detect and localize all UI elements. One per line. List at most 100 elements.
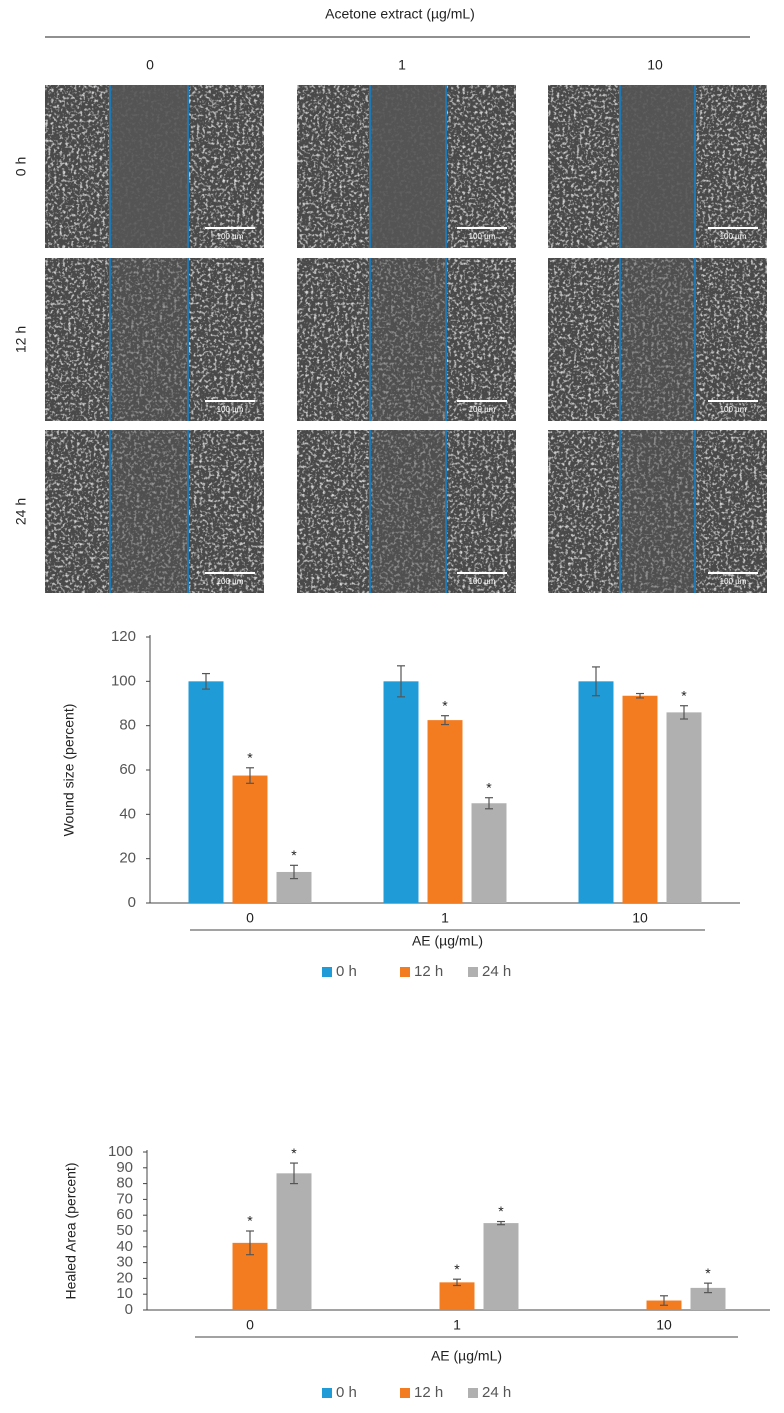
error-bar bbox=[246, 767, 254, 784]
x-tick-label: 0 bbox=[246, 1317, 254, 1333]
significance-mark: * bbox=[291, 1145, 297, 1161]
scale-bar-label: 100 µm bbox=[217, 405, 244, 414]
y-tick-label: 80 bbox=[116, 1175, 133, 1192]
micrograph: 100 µm bbox=[548, 258, 767, 421]
error-bar bbox=[290, 1162, 298, 1185]
scale-bar-label: 100 µm bbox=[217, 232, 244, 241]
y-tick-label: 70 bbox=[116, 1190, 133, 1207]
significance-mark: * bbox=[442, 697, 448, 713]
scale-bar-label: 100 µm bbox=[720, 405, 747, 414]
y-axis-label: Wound size (percent) bbox=[61, 704, 77, 837]
legend-label: 0 h bbox=[336, 963, 357, 980]
error-bar bbox=[441, 715, 449, 726]
legend-label: 24 h bbox=[482, 963, 511, 980]
wound-gap bbox=[371, 430, 445, 593]
legend-swatch bbox=[322, 1388, 332, 1398]
error-bar bbox=[397, 665, 405, 698]
error-bar bbox=[680, 705, 688, 720]
legend-label: 12 h bbox=[414, 1384, 443, 1401]
error-bar bbox=[290, 864, 298, 880]
bar bbox=[188, 681, 224, 903]
x-tick-label: 10 bbox=[632, 910, 648, 926]
bar bbox=[276, 1173, 312, 1310]
column-label: 0 bbox=[146, 57, 154, 73]
wound-gap bbox=[371, 258, 445, 421]
y-tick-label: 60 bbox=[116, 1206, 133, 1223]
scale-bar-label: 100 µm bbox=[469, 405, 496, 414]
micrograph: 100 µm bbox=[45, 258, 264, 421]
micrograph: 100 µm bbox=[297, 85, 516, 248]
significance-mark: * bbox=[705, 1265, 711, 1281]
y-tick-label: 60 bbox=[119, 761, 136, 778]
bar bbox=[622, 695, 658, 903]
row-label: 24 h bbox=[13, 498, 29, 525]
y-tick-label: 20 bbox=[119, 850, 136, 867]
micrograph-title: Acetone extract (µg/mL) bbox=[325, 6, 475, 22]
y-tick-label: 120 bbox=[111, 628, 136, 645]
error-bar bbox=[453, 1278, 461, 1287]
y-tick-label: 40 bbox=[116, 1238, 133, 1255]
wound-gap bbox=[371, 85, 445, 248]
x-tick-label: 1 bbox=[441, 910, 449, 926]
y-tick-label: 0 bbox=[128, 894, 136, 911]
y-tick-label: 100 bbox=[111, 672, 136, 689]
scale-bar-label: 100 µm bbox=[469, 232, 496, 241]
significance-mark: * bbox=[486, 779, 492, 795]
micrograph: 100 µm bbox=[45, 85, 264, 248]
column-label: 10 bbox=[647, 57, 663, 73]
error-bar bbox=[704, 1282, 712, 1294]
scale-bar-label: 100 µm bbox=[720, 232, 747, 241]
micrograph: 100 µm bbox=[297, 258, 516, 421]
wound-gap bbox=[111, 430, 187, 593]
bar bbox=[232, 775, 268, 903]
row-label: 0 h bbox=[13, 157, 29, 176]
y-tick-label: 100 bbox=[108, 1143, 133, 1160]
x-tick-label: 1 bbox=[453, 1317, 461, 1333]
y-tick-label: 40 bbox=[119, 805, 136, 822]
legend-swatch bbox=[322, 967, 332, 977]
significance-mark: * bbox=[454, 1261, 460, 1277]
scale-bar-label: 100 µm bbox=[217, 577, 244, 586]
legend-swatch bbox=[468, 967, 478, 977]
y-tick-label: 90 bbox=[116, 1159, 133, 1176]
bar bbox=[690, 1287, 726, 1310]
error-bar bbox=[246, 1230, 254, 1256]
y-tick-label: 20 bbox=[116, 1269, 133, 1286]
y-tick-label: 10 bbox=[116, 1285, 133, 1302]
row-label: 12 h bbox=[13, 326, 29, 353]
bar bbox=[383, 681, 419, 903]
error-bar bbox=[497, 1220, 505, 1226]
legend-label: 0 h bbox=[336, 1384, 357, 1401]
y-axis-label: Healed Area (percent) bbox=[63, 1163, 79, 1300]
bar bbox=[427, 720, 463, 903]
y-tick-label: 0 bbox=[125, 1301, 133, 1318]
error-bar bbox=[592, 666, 600, 697]
micrograph: 100 µm bbox=[548, 85, 767, 248]
legend-swatch bbox=[468, 1388, 478, 1398]
bar bbox=[666, 712, 702, 903]
micrograph: 100 µm bbox=[548, 430, 767, 593]
scale-bar-label: 100 µm bbox=[720, 577, 747, 586]
wound-gap bbox=[621, 430, 694, 593]
bar bbox=[578, 681, 614, 903]
error-bar bbox=[202, 672, 210, 690]
y-tick-label: 30 bbox=[116, 1254, 133, 1271]
legend-swatch bbox=[400, 967, 410, 977]
significance-mark: * bbox=[498, 1203, 504, 1219]
wound-gap bbox=[111, 258, 187, 421]
scale-bar-label: 100 µm bbox=[469, 577, 496, 586]
wound-gap bbox=[621, 85, 694, 248]
error-bar bbox=[485, 797, 493, 810]
error-bar bbox=[660, 1295, 668, 1306]
error-bar bbox=[636, 692, 644, 699]
x-axis-label: AE (µg/mL) bbox=[412, 933, 483, 949]
legend-label: 24 h bbox=[482, 1384, 511, 1401]
micrograph: 100 µm bbox=[45, 430, 264, 593]
bar bbox=[483, 1223, 519, 1310]
bar bbox=[439, 1282, 475, 1310]
y-tick-label: 50 bbox=[116, 1222, 133, 1239]
legend-label: 12 h bbox=[414, 963, 443, 980]
column-label: 1 bbox=[398, 57, 406, 73]
significance-mark: * bbox=[247, 1213, 253, 1229]
